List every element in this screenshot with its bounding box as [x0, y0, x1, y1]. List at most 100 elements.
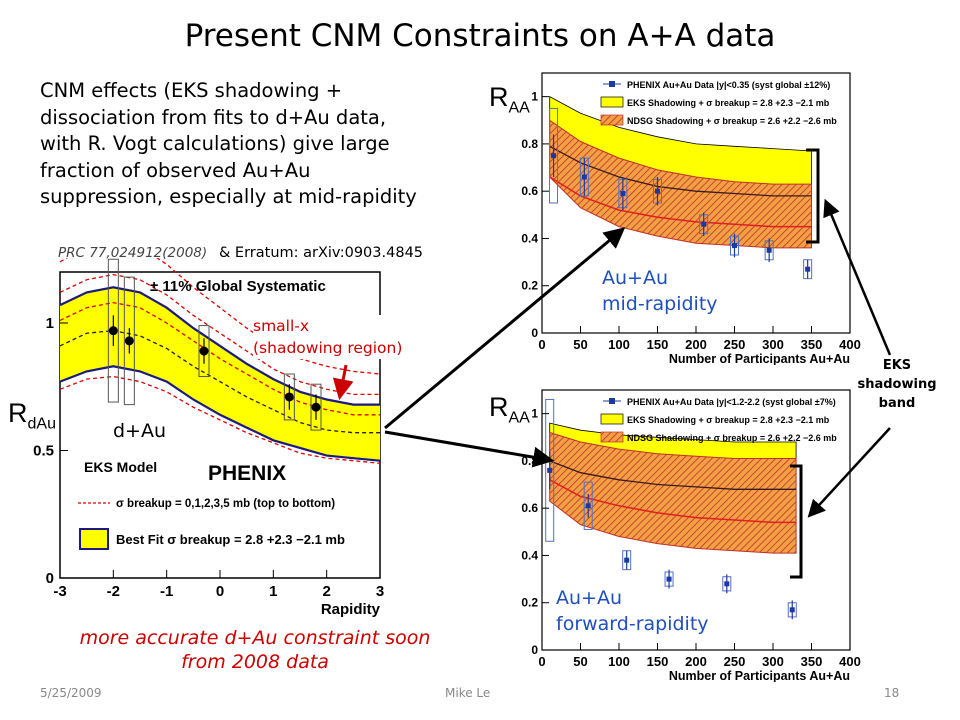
dau-syst-box	[198, 325, 210, 378]
footnote-line: more accurate d+Au constraint soon	[79, 627, 431, 649]
mid-ylabel-main: R	[489, 82, 509, 112]
legend-eks-label: EKS Shadowing + σ breakup = 2.8 +2.3 −2.…	[627, 98, 830, 108]
eks-arrow-to-fwd	[807, 427, 891, 518]
footer-page: 18	[884, 686, 900, 700]
dau-ylabel-sub: dAu	[27, 415, 56, 433]
auau-data-point	[766, 247, 772, 253]
auau-data-point	[805, 266, 811, 272]
ndsg-band	[549, 119, 812, 249]
auau-x-tick-label: 0	[538, 337, 545, 352]
eks-band-label-line: shadowing	[857, 377, 937, 392]
footer-date: 5/25/2009	[40, 686, 102, 700]
legend-ndsg-label: NDSG Shadowing + σ breakup = 2.6 +2.2 −2…	[627, 433, 837, 443]
auau-y-tick-label: 0.2	[521, 596, 538, 610]
auau-x-tick-label: 250	[724, 337, 746, 352]
mid-panel-label: Au+Au mid-rapidity	[602, 265, 718, 317]
dau-x-tick-label: 0	[216, 583, 224, 600]
legend-data-label: PHENIX Au+Au Data |y|<0.35 (syst global …	[627, 80, 830, 90]
intro-text: CNM effects (EKS shadowing + dissociatio…	[40, 78, 480, 211]
legend-eks-label: EKS Shadowing + σ breakup = 2.8 +2.3 −2.…	[627, 415, 830, 425]
auau-syst-box	[583, 481, 593, 530]
dau-best-fit-band	[60, 287, 380, 461]
dau-data-point	[284, 392, 294, 402]
legend-ndsg-label: NDSG Shadowing + σ breakup = 2.6 +2.2 −2…	[627, 116, 837, 126]
mid-chart: 0 50 100 150 200 250 300 350 400 0 0.2 0.4 0.6 0.8 1 Nu…	[521, 72, 861, 365]
eks-band-label: EKS shadowing band	[852, 356, 942, 413]
dau-breakup-curve	[59, 273, 380, 396]
eks-band-label-line: EKS	[882, 358, 912, 373]
auau-data-point	[624, 557, 630, 563]
auau-x-tick-label: 150	[647, 654, 669, 669]
auau-y-tick-label: 0.6	[521, 184, 538, 198]
dau-breakup-curve	[59, 301, 380, 416]
fwd-panel-label: Au+Au forward-rapidity	[556, 585, 709, 637]
legend-ndsg-swatch	[600, 114, 624, 126]
auau-x-tick-label: 350	[801, 654, 823, 669]
dau-x-tick-label: 3	[376, 583, 384, 600]
intro-line: fraction of observed Au+Au	[40, 158, 311, 182]
footer-author: Mike Le	[445, 686, 491, 700]
small-x-line: (shadowing region)	[253, 339, 403, 357]
auau-y-tick-label: 0.4	[521, 548, 538, 562]
fwd-panel-label-line: forward-rapidity	[556, 613, 709, 635]
auau-data-point	[666, 576, 672, 582]
auau-data-point	[789, 607, 795, 613]
intro-line: CNM effects (EKS shadowing +	[40, 79, 343, 102]
dau-band-lower-edge	[59, 365, 381, 462]
center-curve	[549, 460, 797, 490]
dau-syst-box	[283, 373, 295, 421]
auau-data-point	[585, 503, 591, 509]
auau-syst-box	[545, 398, 555, 542]
auau-x-tick-label: 150	[647, 337, 669, 352]
dau-annotation: d+Au	[113, 420, 167, 442]
auau-data-point	[581, 174, 587, 180]
auau-x-tick-label: 50	[573, 337, 587, 352]
dau-syst-box	[310, 383, 322, 431]
dau-x-tick-label: -2	[107, 583, 120, 600]
dau-x-tick-label: 1	[269, 583, 277, 600]
auau-x-tick-label: 300	[762, 654, 784, 669]
dau-y-tick-label: 0	[46, 570, 54, 587]
dau-data-point	[311, 402, 321, 412]
small-x-arrow	[332, 364, 354, 401]
auau-x-tick-label: 100	[608, 337, 630, 352]
intro-line: dissociation from fits to d+Au data,	[40, 105, 387, 129]
auau-y-tick-label: 0.6	[521, 501, 538, 515]
auau-data-point	[655, 188, 660, 194]
eks-band-label-line: band	[878, 396, 916, 411]
dau-syst-box	[123, 276, 135, 406]
dau-band-upper-edge	[59, 286, 380, 406]
auau-y-tick-label: 0.2	[521, 279, 538, 293]
auau-data-point	[701, 221, 707, 227]
dau-y-tick-label: 0.5	[33, 443, 54, 460]
dau-x-tick-label: -3	[53, 583, 66, 600]
auau-x-tick-label: 300	[762, 337, 784, 352]
auau-y-tick-label: 1	[531, 407, 538, 421]
dau-data-point	[108, 326, 118, 336]
legend-ndsg-swatch	[600, 431, 624, 443]
auau-data-point	[724, 581, 730, 587]
auau-x-tick-label: 400	[839, 654, 861, 669]
auau-y-tick-label: 0	[531, 326, 538, 340]
intro-line: with R. Vogt calculations) give large	[40, 132, 390, 155]
auau-x-tick-label: 0	[538, 654, 545, 669]
lower-curve	[549, 176, 812, 228]
fwd-panel-label-line: Au+Au	[556, 587, 622, 609]
small-x-annotation: small-x (shadowing region)	[253, 315, 403, 359]
eks-arrow-to-mid	[823, 198, 892, 356]
auau-syst-box	[549, 107, 559, 204]
dau-x-tick-label: -1	[160, 583, 173, 600]
footnote-line: from 2008 data	[181, 651, 329, 673]
auau-x-tick-label: 250	[724, 654, 746, 669]
reference-citation: PRC 77,024912(2008)	[58, 245, 208, 261]
mid-band-bracket	[806, 148, 820, 244]
auau-data-point	[551, 153, 557, 159]
fwd-chart: 0 50 100 150 200 250 300 350 40000.20.40.60.81Nu…	[521, 389, 861, 682]
mid-ylabel-sub: AA	[508, 99, 530, 117]
intro-line: suppression, especially at mid-rapidity	[40, 185, 417, 208]
auau-x-tick-label: 50	[573, 654, 587, 669]
mid-ylabel: RAA	[489, 82, 530, 117]
fwd-ylabel: RAA	[489, 392, 530, 427]
dau-data-point	[124, 336, 134, 346]
dau-legend-band-swatch	[79, 528, 109, 550]
